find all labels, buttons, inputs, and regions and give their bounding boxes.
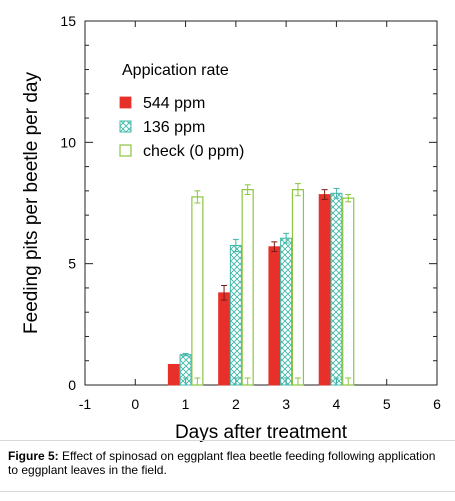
legend-title: Appication rate bbox=[122, 62, 229, 79]
x-tick-label-6: 5 bbox=[383, 396, 391, 412]
bar-0-3 bbox=[268, 246, 281, 386]
x-tick-label-1: 0 bbox=[131, 396, 139, 412]
x-tick-label-0: -1 bbox=[79, 396, 92, 412]
bar-2-3 bbox=[291, 189, 305, 386]
bar-0-4 bbox=[318, 194, 331, 386]
bar-1-4 bbox=[330, 192, 343, 386]
caption-divider-bottom bbox=[0, 491, 455, 492]
legend-swatch-2 bbox=[119, 144, 132, 157]
x-tick-label-4: 3 bbox=[282, 396, 290, 412]
figure-caption: Figure 5: Effect of spinosad on eggplant… bbox=[8, 449, 448, 477]
bar-2-4 bbox=[342, 197, 355, 386]
bars-group bbox=[167, 183, 355, 386]
legend-label-1: 136 ppm bbox=[143, 119, 205, 136]
x-axis-label: Days after treatment bbox=[175, 422, 348, 443]
bar-2-2 bbox=[241, 189, 254, 386]
x-tick-label-7: 6 bbox=[433, 396, 441, 412]
x-tick-label-5: 4 bbox=[333, 396, 341, 412]
y-axis-label: Feeding pits per beetle per day bbox=[21, 72, 42, 334]
legend: Appication rate 544 ppm 136 ppm check (0 pp… bbox=[119, 62, 244, 160]
caption-text: Effect of spinosad on eggplant flea beet… bbox=[8, 449, 436, 477]
bar-1-2 bbox=[229, 244, 242, 386]
x-tick-label-3: 2 bbox=[232, 396, 240, 412]
bar-1-3 bbox=[280, 237, 293, 386]
x-tick-label-2: 1 bbox=[182, 396, 190, 412]
bar-2-1 bbox=[191, 196, 204, 386]
legend-swatch-0 bbox=[119, 96, 132, 109]
caption-divider-top bbox=[0, 440, 455, 441]
plot-frame bbox=[84, 20, 438, 386]
y-tick-label-0: 0 bbox=[68, 377, 76, 393]
legend-label-0: 544 ppm bbox=[143, 95, 205, 112]
y-tick-label-2: 10 bbox=[60, 134, 76, 150]
bar-0-1 bbox=[167, 363, 180, 386]
bar-0-2 bbox=[218, 292, 230, 386]
legend-label-2: check (0 ppm) bbox=[143, 143, 244, 160]
caption-label: Figure 5: bbox=[8, 449, 59, 463]
legend-swatch-1 bbox=[119, 120, 132, 133]
y-tick-label-3: 15 bbox=[60, 13, 76, 29]
y-tick-label-1: 5 bbox=[68, 256, 76, 272]
